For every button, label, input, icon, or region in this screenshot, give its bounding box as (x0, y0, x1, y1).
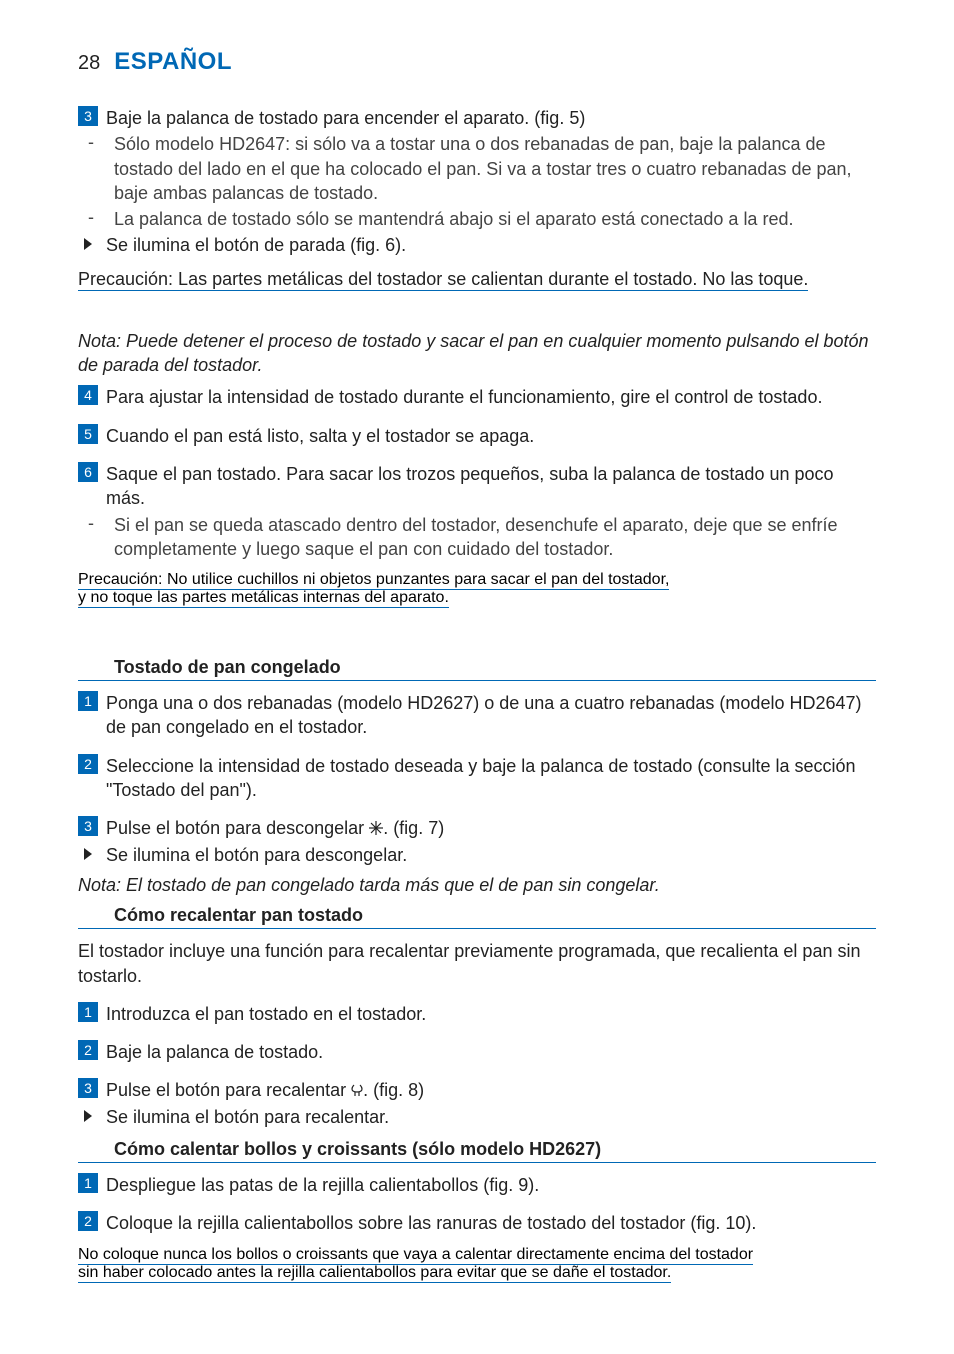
step-3-sub-2: - La palanca de tostado sólo se mantendr… (78, 207, 876, 231)
frozen-step-1-text: Ponga una o dos rebanadas (modelo HD2627… (106, 691, 876, 740)
language-title: ESPAÑOL (114, 48, 232, 76)
step-6-sub-1: - Si el pan se queda atascado dentro del… (78, 513, 876, 562)
note-stop-process: Nota: Puede detener el proceso de tostad… (78, 329, 876, 378)
frozen-step-3-text: Pulse el botón para descongelar . (fig. … (106, 816, 444, 840)
step-number-3: 3 (78, 106, 98, 126)
page-number: 28 (78, 52, 100, 75)
triangle-icon (78, 1105, 98, 1122)
note-frozen-longer: Nota: El tostado de pan congelado tarda … (78, 873, 876, 897)
step-4-text: Para ajustar la intensidad de tostado du… (106, 385, 822, 409)
step-6-text: Saque el pan tostado. Para sacar los tro… (106, 462, 876, 511)
step-4: 4 Para ajustar la intensidad de tostado … (78, 385, 876, 409)
dash-icon: - (88, 207, 106, 228)
step-number-1: 1 (78, 1173, 98, 1193)
step-number-1: 1 (78, 1002, 98, 1022)
step-6: 6 Saque el pan tostado. Para sacar los t… (78, 462, 876, 511)
buns-step-1: 1 Despliegue las patas de la rejilla cal… (78, 1173, 876, 1197)
step-3-sub-2-text: La palanca de tostado sólo se mantendrá … (114, 207, 793, 231)
snowflake-icon (369, 821, 383, 835)
page-header: 28 ESPAÑOL (78, 48, 876, 76)
step-number-5: 5 (78, 424, 98, 444)
frozen-step-1: 1 Ponga una o dos rebanadas (modelo HD26… (78, 691, 876, 740)
step-number-3: 3 (78, 816, 98, 836)
reheat-step-2: 2 Baje la palanca de tostado. (78, 1040, 876, 1064)
reheat-step-1: 1 Introduzca el pan tostado en el tostad… (78, 1002, 876, 1026)
step-5-text: Cuando el pan está listo, salta y el tos… (106, 424, 534, 448)
reheat-result: Se ilumina el botón para recalentar. (78, 1105, 876, 1129)
buns-step-2-text: Coloque la rejilla calientabollos sobre … (106, 1211, 756, 1235)
reheat-step-3-post: . (fig. 8) (363, 1080, 424, 1100)
caution-no-knives-line1: Precaución: No utilice cuchillos ni obje… (78, 571, 669, 590)
frozen-step-2: 2 Seleccione la intensidad de tostado de… (78, 754, 876, 803)
dash-icon: - (88, 513, 106, 534)
reheat-step-3-pre: Pulse el botón para recalentar (106, 1080, 351, 1100)
caution-no-knives: Precaución: No utilice cuchillos ni obje… (78, 571, 876, 607)
step-number-4: 4 (78, 385, 98, 405)
frozen-step-3: 3 Pulse el botón para descongelar . (fig… (78, 816, 876, 840)
step-number-2: 2 (78, 1211, 98, 1231)
step-number-1: 1 (78, 691, 98, 711)
buns-step-2: 2 Coloque la rejilla calientabollos sobr… (78, 1211, 876, 1235)
step-6-sub-1-text: Si el pan se queda atascado dentro del t… (114, 513, 876, 562)
caution-hot-parts: Precaución: Las partes metálicas del tos… (78, 266, 876, 293)
heading-buns: Cómo calentar bollos y croissants (sólo … (78, 1139, 876, 1163)
reheat-step-2-text: Baje la palanca de tostado. (106, 1040, 323, 1064)
frozen-step-2-text: Seleccione la intensidad de tostado dese… (106, 754, 876, 803)
step-3-sub-1: - Sólo modelo HD2647: si sólo va a tosta… (78, 132, 876, 205)
buns-step-1-text: Despliegue las patas de la rejilla calie… (106, 1173, 539, 1197)
step-number-2: 2 (78, 754, 98, 774)
reheat-result-text: Se ilumina el botón para recalentar. (106, 1105, 389, 1129)
step-3: 3 Baje la palanca de tostado para encend… (78, 106, 876, 130)
triangle-icon (78, 843, 98, 860)
caution-warming-rack: No coloque nunca los bollos o croissants… (78, 1246, 876, 1282)
frozen-result: Se ilumina el botón para descongelar. (78, 843, 876, 867)
step-5: 5 Cuando el pan está listo, salta y el t… (78, 424, 876, 448)
heading-reheat: Cómo recalentar pan tostado (78, 905, 876, 929)
reheat-step-3-text: Pulse el botón para recalentar . (fig. 8… (106, 1078, 424, 1102)
reheat-intro: El tostador incluye una función para rec… (78, 939, 876, 988)
step-3-sub-1-text: Sólo modelo HD2647: si sólo va a tostar … (114, 132, 876, 205)
frozen-step-3-post: . (fig. 7) (383, 818, 444, 838)
step-3-result-text: Se ilumina el botón de parada (fig. 6). (106, 233, 406, 257)
triangle-icon (78, 233, 98, 250)
caution-no-knives-line2: y no toque las partes metálicas internas… (78, 589, 449, 608)
step-number-2: 2 (78, 1040, 98, 1060)
reheat-step-3: 3 Pulse el botón para recalentar . (fig.… (78, 1078, 876, 1102)
caution-warming-rack-line1: No coloque nunca los bollos o croissants… (78, 1246, 753, 1265)
frozen-result-text: Se ilumina el botón para descongelar. (106, 843, 407, 867)
step-3-result: Se ilumina el botón de parada (fig. 6). (78, 233, 876, 257)
reheat-icon (351, 1083, 363, 1097)
heading-frozen-bread: Tostado de pan congelado (78, 657, 876, 681)
reheat-step-1-text: Introduzca el pan tostado en el tostador… (106, 1002, 426, 1026)
dash-icon: - (88, 132, 106, 153)
frozen-step-3-pre: Pulse el botón para descongelar (106, 818, 369, 838)
step-number-3: 3 (78, 1078, 98, 1098)
caution-warming-rack-line2: sin haber colocado antes la rejilla cali… (78, 1264, 671, 1283)
caution-hot-parts-text: Precaución: Las partes metálicas del tos… (78, 269, 808, 291)
step-3-text: Baje la palanca de tostado para encender… (106, 106, 585, 130)
step-number-6: 6 (78, 462, 98, 482)
